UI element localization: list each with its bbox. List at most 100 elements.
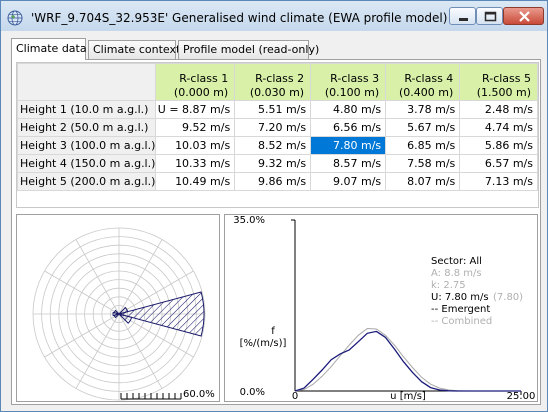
rose-spoke	[75, 313, 120, 389]
column-header[interactable]: R-class 4 (0.400 m)	[385, 63, 461, 101]
table-cell[interactable]: 9.86 m/s	[234, 172, 312, 191]
rose-spoke	[44, 313, 120, 358]
row-header[interactable]: Height 4 (150.0 m a.g.l.)	[17, 154, 157, 173]
y-axis-label: f	[271, 326, 275, 337]
close-button[interactable]	[503, 7, 544, 25]
table-cell[interactable]: 10.33 m/s	[155, 154, 236, 173]
distribution-panel[interactable]: 35.0% 0.0% 0 25.00 u [m/s] f [%/(m/s)] S…	[224, 214, 538, 402]
rose-sector-southeast	[117, 313, 133, 324]
row-header[interactable]: Height 2 (50.0 m a.g.l.)	[17, 118, 157, 137]
wind-rose-plot: 60.0%	[32, 227, 215, 401]
table-cell[interactable]: 3.78 m/s	[385, 100, 461, 119]
table-row: Height 4 (150.0 m a.g.l.) 10.33 m/s 9.32…	[17, 154, 538, 173]
tab-climate-data[interactable]: Climate data	[11, 38, 87, 60]
table-cell[interactable]: 6.57 m/s	[459, 154, 538, 173]
table-cell[interactable]: 7.13 m/s	[459, 172, 538, 191]
window-client: Climate data Climate context Profile mod…	[7, 35, 543, 407]
rose-spoke	[44, 270, 120, 315]
table-cell[interactable]: 6.85 m/s	[385, 136, 461, 155]
row-header[interactable]: Height 1 (10.0 m a.g.l.)	[17, 100, 157, 119]
minimize-button[interactable]	[449, 7, 476, 25]
legend-combined: -- Combined	[431, 316, 492, 327]
table-cell[interactable]: 7.20 m/s	[234, 118, 312, 137]
chart-legend: Sector: All A: 8.8 m/s k: 2.75 U: 7.80 m…	[431, 256, 523, 327]
tab-climate-context[interactable]: Climate context	[88, 40, 180, 59]
column-roughness: (0.100 m)	[324, 86, 380, 99]
table-cell[interactable]: 4.80 m/s	[310, 100, 387, 119]
column-name: R-class 5	[482, 72, 531, 85]
y-axis-unit: [%/(m/s)]	[240, 338, 287, 349]
row-header[interactable]: Height 3 (100.0 m a.g.l.)	[17, 136, 157, 155]
table-cell[interactable]: 9.52 m/s	[155, 118, 236, 137]
legend-mean-speed: U: 7.80 m/s	[431, 292, 489, 303]
table-cell[interactable]: 10.49 m/s	[155, 172, 236, 191]
rose-spoke	[118, 270, 194, 315]
table-cell[interactable]: 2.48 m/s	[459, 100, 538, 119]
x-axis-label: u [m/s]	[390, 391, 426, 401]
title-bar[interactable]: 'WRF_9.704S_32.953E' Generalised wind cl…	[1, 1, 547, 31]
rose-sector-east	[117, 291, 205, 337]
legend-mean-speed-combined: (7.80)	[493, 292, 523, 303]
rose-spoke	[118, 313, 194, 358]
rose-scale-label: 60.0%	[183, 389, 215, 400]
column-roughness: (0.030 m)	[249, 86, 305, 99]
climate-data-grid: R-class 1 (0.000 m) R-class 2 (0.030 m) R-…	[17, 63, 538, 191]
column-header[interactable]: R-class 5 (1.500 m)	[459, 63, 538, 101]
column-header[interactable]: R-class 2 (0.030 m)	[234, 63, 312, 101]
column-header[interactable]: R-class 3 (0.100 m)	[310, 63, 387, 101]
column-name: R-class 4	[404, 72, 454, 85]
legend-weibull-k: k: 2.75	[431, 280, 466, 291]
maximize-icon	[484, 11, 497, 22]
window-title: 'WRF_9.704S_32.953E' Generalised wind cl…	[31, 11, 448, 25]
rose-spoke	[118, 239, 163, 315]
series-line-combined	[294, 327, 521, 392]
table-cell[interactable]: 6.56 m/s	[310, 118, 387, 137]
column-roughness: (0.400 m)	[399, 86, 454, 99]
x-tick-label-max: 25.00	[507, 391, 536, 401]
x-tick-label-min: 0	[292, 391, 298, 401]
table-cell[interactable]: U = 8.87 m/s	[155, 100, 236, 119]
column-roughness: (1.500 m)	[476, 86, 531, 99]
rose-sector-northwest	[113, 309, 121, 315]
column-roughness: (0.000 m)	[173, 86, 229, 99]
table-cell[interactable]: 8.52 m/s	[234, 136, 312, 155]
table-row: Height 2 (50.0 m a.g.l.) 9.52 m/s 7.20 m…	[17, 118, 538, 137]
legend-emergent: -- Emergent	[431, 304, 490, 315]
table-row: Height 5 (200.0 m a.g.l.) 10.49 m/s 9.86…	[17, 172, 538, 191]
wind-rose-panel[interactable]: 60.0%	[16, 214, 220, 402]
table-cell[interactable]: 10.03 m/s	[155, 136, 236, 155]
table-cell[interactable]: 9.32 m/s	[234, 154, 312, 173]
climate-table: R-class 1 (0.000 m) R-class 2 (0.030 m) R-…	[16, 62, 539, 208]
table-corner	[17, 63, 157, 101]
legend-weibull-a: A: 8.8 m/s	[431, 268, 482, 279]
maximize-button[interactable]	[476, 7, 503, 25]
selected-table-cell[interactable]: 7.80 m/s	[310, 136, 387, 155]
column-name: R-class 1	[179, 72, 229, 85]
rose-sectors	[112, 291, 205, 337]
column-name: R-class 3	[330, 72, 380, 85]
legend-sector: Sector: All	[431, 256, 482, 267]
table-cell[interactable]: 4.74 m/s	[459, 118, 538, 137]
tab-profile-model[interactable]: Profile model (read-only)	[178, 40, 319, 59]
globe-icon[interactable]	[7, 10, 23, 26]
row-header[interactable]: Height 5 (200.0 m a.g.l.)	[17, 172, 157, 191]
frequency-distribution-chart: 35.0% 0.0% 0 25.00 u [m/s] f [%/(m/s)] S…	[233, 215, 536, 402]
table-cell[interactable]: 5.67 m/s	[385, 118, 461, 137]
tab-panel-climate-data: R-class 1 (0.000 m) R-class 2 (0.030 m) R-…	[11, 59, 541, 405]
table-cell[interactable]: 5.86 m/s	[459, 136, 538, 155]
rose-spoke	[118, 313, 163, 389]
column-header[interactable]: R-class 1 (0.000 m)	[155, 63, 236, 101]
column-name: R-class 2	[255, 72, 305, 85]
table-row: Height 1 (10.0 m a.g.l.) U = 8.87 m/s 5.…	[17, 100, 538, 119]
table-cell[interactable]: 8.07 m/s	[385, 172, 461, 191]
table-cell[interactable]: 8.57 m/s	[310, 154, 387, 173]
table-row: Height 3 (100.0 m a.g.l.) 10.03 m/s 8.52…	[17, 136, 538, 155]
y-tick-label-min: 0.0%	[240, 387, 265, 398]
series-line-emergent	[294, 330, 521, 392]
table-cell[interactable]: 7.58 m/s	[385, 154, 461, 173]
y-tick-label-max: 35.0%	[233, 215, 265, 226]
table-cell[interactable]: 9.07 m/s	[310, 172, 387, 191]
table-cell[interactable]: 5.51 m/s	[234, 100, 312, 119]
rose-scale-bar	[120, 393, 182, 400]
